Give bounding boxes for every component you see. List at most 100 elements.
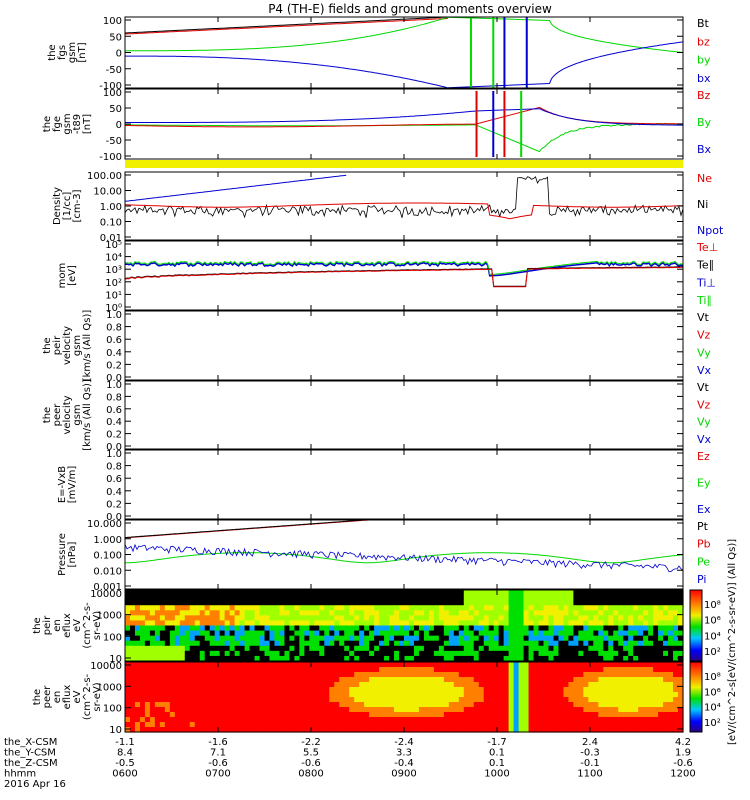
heatmap-cell <box>678 605 684 611</box>
heatmap-cell <box>508 722 515 728</box>
heatmap-cell <box>159 672 166 678</box>
heatmap-cell <box>379 697 385 703</box>
heatmap-cell <box>443 712 450 718</box>
heatmap-cell <box>204 692 211 698</box>
heatmap-cell <box>314 590 320 596</box>
heatmap-cell <box>149 635 156 642</box>
y-axis-label: thepeirvelocitygsm[km/s (All Qs)] <box>42 310 93 382</box>
heatmap-cell <box>179 717 186 723</box>
heatmap-cell <box>304 650 310 657</box>
heatmap-cell <box>413 722 420 728</box>
heatmap-cell <box>498 610 505 616</box>
heatmap-cell <box>483 707 490 713</box>
heatmap-cell <box>369 677 375 683</box>
heatmap-cell <box>194 697 201 703</box>
heatmap-cell <box>239 702 246 708</box>
heatmap-cell <box>264 667 271 673</box>
heatmap-cell <box>653 610 659 616</box>
heatmap-cell <box>374 712 380 718</box>
heatmap-cell <box>234 600 241 606</box>
heatmap-cell <box>134 687 141 693</box>
heatmap-cell <box>219 667 226 673</box>
heatmap-cell <box>663 707 669 713</box>
heatmap-cell <box>129 697 136 703</box>
heatmap-cell <box>558 667 565 673</box>
heatmap-cell <box>334 595 340 601</box>
heatmap-cell <box>618 687 624 693</box>
heatmap-cell <box>568 707 574 713</box>
heatmap-cell <box>443 707 450 713</box>
heatmap-cell <box>294 625 300 632</box>
heatmap-cell <box>513 625 520 632</box>
heatmap-cell <box>583 620 589 627</box>
heatmap-cell <box>204 645 211 652</box>
heatmap-cell <box>189 610 196 616</box>
y-axis-label: thefgsgsm[nT] <box>47 42 88 63</box>
heatmap-cell <box>668 707 674 713</box>
heatmap-cell <box>349 640 355 647</box>
heatmap-cell <box>199 635 206 642</box>
y-tick-label: 0.001 <box>93 582 122 593</box>
heatmap-cell <box>224 595 231 601</box>
heatmap-cell <box>289 667 295 673</box>
heatmap-cell <box>244 590 251 596</box>
heatmap-cell <box>194 717 201 723</box>
heatmap-cell <box>354 655 360 662</box>
heatmap-cell <box>623 620 629 627</box>
heatmap-cell <box>653 620 659 627</box>
x-tick-label: 1100 <box>577 769 602 780</box>
heatmap-cell <box>668 620 674 627</box>
heatmap-cell <box>573 722 579 728</box>
heatmap-cell <box>244 620 251 627</box>
heatmap-cell <box>199 615 206 622</box>
heatmap-cell <box>448 707 455 713</box>
heatmap-cell <box>264 620 271 627</box>
heatmap-cell <box>603 667 609 673</box>
heatmap-cell <box>394 605 400 611</box>
heatmap-cell <box>264 722 271 728</box>
heatmap-cell <box>653 692 659 698</box>
heatmap-cell <box>498 682 505 688</box>
heatmap-cell <box>284 610 291 616</box>
heatmap-cell <box>633 605 639 611</box>
heatmap-cell <box>309 635 315 642</box>
heatmap-cell <box>169 687 176 693</box>
heatmap-cell <box>339 682 345 688</box>
y-tick-label: 10³ <box>105 265 122 276</box>
heatmap-cell <box>314 697 320 703</box>
heatmap-cell <box>149 702 156 708</box>
heatmap-cell <box>254 662 261 668</box>
heatmap-cell <box>249 697 256 703</box>
heatmap-cell <box>294 682 300 688</box>
heatmap-cell <box>658 620 664 627</box>
heatmap-cell <box>164 702 171 708</box>
heatmap-cell <box>125 712 131 718</box>
heatmap-cell <box>508 717 515 723</box>
heatmap-cell <box>448 635 455 642</box>
heatmap-cell <box>423 650 430 657</box>
heatmap-cell <box>369 590 375 596</box>
heatmap-cell <box>359 712 365 718</box>
heatmap-cell <box>513 717 520 723</box>
heatmap-cell <box>453 590 460 596</box>
heatmap-cell <box>483 662 490 668</box>
heatmap-cell <box>408 677 415 683</box>
heatmap-cell <box>618 682 624 688</box>
heatmap-cell <box>573 640 579 647</box>
heatmap-cell <box>573 717 579 723</box>
heatmap-cell <box>633 707 639 713</box>
heatmap-cell <box>369 672 375 678</box>
heatmap-cell <box>229 697 236 703</box>
heatmap-cell <box>468 590 475 596</box>
heatmap-cell <box>628 667 634 673</box>
heatmap-cell <box>164 595 171 601</box>
heatmap-cell <box>453 595 460 601</box>
heatmap-cell <box>139 650 146 657</box>
heatmap-cell <box>144 717 151 723</box>
heatmap-cell <box>329 682 335 688</box>
x-tick-label: 0.1 <box>489 748 505 759</box>
heatmap-cell <box>125 717 131 723</box>
heatmap-cell <box>139 655 146 662</box>
heatmap-cell <box>648 605 654 611</box>
heatmap-cell <box>613 655 619 662</box>
